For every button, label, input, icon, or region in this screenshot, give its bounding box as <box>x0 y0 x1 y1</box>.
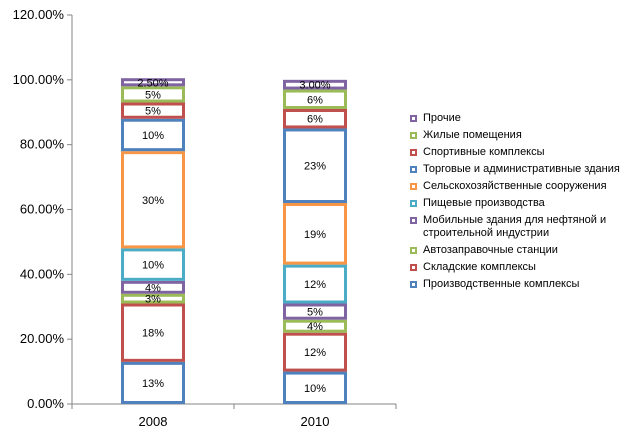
legend-label: Торговые и административные здания <box>423 163 620 175</box>
x-tick-label: 2008 <box>139 414 168 429</box>
legend-label: Сельскохозяйственные сооружения <box>423 180 607 192</box>
legend-label: Мобильные здания для нефтяной и строител… <box>423 214 607 239</box>
y-tick-label: 60.00% <box>20 202 65 217</box>
bar-segment <box>121 78 185 87</box>
bar-segment <box>121 118 185 152</box>
data-label: 10% <box>304 383 326 395</box>
bar-segment <box>121 293 185 304</box>
bar-segment <box>283 128 347 204</box>
legend-label: Спортивные комплексы <box>423 146 545 158</box>
y-tick-label: 100.00% <box>13 72 65 87</box>
legend-item: Производственные комплексы <box>410 278 622 291</box>
legend: Прочие Жилые помещения Спортивные комплекс… <box>410 112 622 295</box>
legend-label: Пищевые производства <box>423 197 545 209</box>
legend-swatch <box>410 183 417 190</box>
bar-segment <box>121 303 185 362</box>
data-label: 5% <box>145 106 161 118</box>
bar-segment <box>283 319 347 333</box>
legend-label: Прочие <box>423 112 461 124</box>
data-label: 4% <box>307 321 323 333</box>
bar-segment <box>283 332 347 372</box>
legend-item: Пищевые производства <box>410 197 622 210</box>
legend-label: Производственные комплексы <box>423 278 580 290</box>
data-label: 6% <box>307 114 323 126</box>
data-label: 10% <box>142 130 164 142</box>
legend-item: Сельскохозяйственные сооружения <box>410 180 622 193</box>
bar-segment <box>283 89 347 110</box>
legend-label: Жилые помещения <box>423 129 522 141</box>
legend-item: Мобильные здания для нефтяной и строител… <box>410 214 622 240</box>
data-label: 13% <box>142 378 164 390</box>
legend-item: Жилые помещения <box>410 129 622 142</box>
legend-swatch <box>410 149 417 156</box>
data-label: 2.50% <box>137 77 168 89</box>
legend-item: Складские комплексы <box>410 261 622 274</box>
x-tick-label: 2010 <box>301 414 330 429</box>
data-label: 12% <box>304 279 326 291</box>
data-label: 5% <box>145 89 161 101</box>
bar-segment <box>121 151 185 249</box>
bar-segment <box>283 79 347 90</box>
legend-label: Автозаправочные станции <box>423 244 558 256</box>
bar-segment <box>121 102 185 119</box>
y-tick-label: 20.00% <box>20 331 65 346</box>
y-tick-label: 80.00% <box>20 137 65 152</box>
data-label: 5% <box>307 307 323 319</box>
legend-swatch <box>410 115 417 122</box>
bar-segment <box>283 264 347 304</box>
legend-swatch <box>410 166 417 173</box>
legend-label: Складские комплексы <box>423 261 536 273</box>
bar-segment <box>283 371 347 405</box>
legend-swatch <box>410 200 417 207</box>
legend-item: Торговые и административные здания <box>410 163 622 176</box>
data-label: 3.00% <box>299 80 330 92</box>
data-label: 6% <box>307 94 323 106</box>
data-label: 3% <box>145 294 161 306</box>
data-label: 30% <box>142 195 164 207</box>
legend-swatch <box>410 281 417 288</box>
legend-item: Прочие <box>410 112 622 125</box>
y-tick-label: 40.00% <box>20 266 65 281</box>
legend-item: Спортивные комплексы <box>410 146 622 159</box>
bar-segment <box>121 248 185 281</box>
data-label: 23% <box>304 161 326 173</box>
y-tick-label: 0.00% <box>27 396 64 411</box>
bar-segment <box>283 203 347 265</box>
data-label: 19% <box>304 229 326 241</box>
bar-segment <box>121 86 185 103</box>
data-label: 4% <box>145 282 161 294</box>
legend-swatch <box>410 132 417 139</box>
data-label: 12% <box>304 347 326 359</box>
legend-swatch <box>410 247 417 254</box>
bar-segment <box>121 361 185 405</box>
bar-segment <box>121 280 185 294</box>
legend-swatch <box>410 217 417 224</box>
bar-segment <box>283 109 347 129</box>
data-label: 10% <box>142 260 164 272</box>
legend-item: Автозаправочные станции <box>410 244 622 257</box>
y-tick-label: 120.00% <box>13 7 65 22</box>
bar-segment <box>283 303 347 320</box>
data-label: 18% <box>142 328 164 340</box>
legend-swatch <box>410 264 417 271</box>
